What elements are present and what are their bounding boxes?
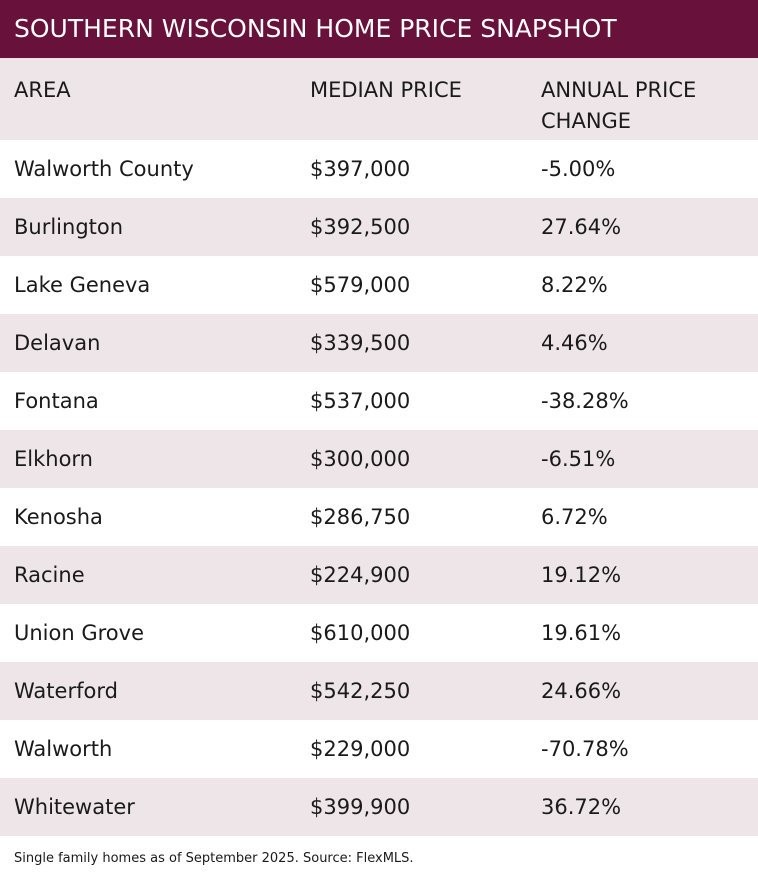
table-cell: 4.46% xyxy=(541,314,758,372)
table-cell: -38.28% xyxy=(541,389,629,413)
table-row: Delavan $339,500 4.46% xyxy=(0,314,758,372)
table-cell: -70.78% xyxy=(541,737,629,761)
table-cell: 8.22% xyxy=(541,273,608,297)
table-cell: Fontana xyxy=(14,389,99,413)
table-row: Union Grove $610,000 19.61% xyxy=(0,604,758,662)
table-cell: Walworth xyxy=(14,737,113,761)
table-row: Lake Geneva $579,000 8.22% xyxy=(0,256,758,314)
table-cell: Burlington xyxy=(0,198,310,256)
table-cell: 6.72% xyxy=(541,505,608,529)
table-row: Kenosha $286,750 6.72% xyxy=(0,488,758,546)
table-cell: Lake Geneva xyxy=(14,273,151,297)
table-cell: Delavan xyxy=(0,314,310,372)
table-row: Racine $224,900 19.12% xyxy=(0,546,758,604)
footnote: Single family homes as of September 2025… xyxy=(14,851,414,866)
table-cell: -6.51% xyxy=(541,430,758,488)
table-cell: Walworth County xyxy=(14,157,194,181)
table-row: Elkhorn $300,000 -6.51% xyxy=(0,430,758,488)
column-header: AREA xyxy=(0,58,310,140)
table-body: Walworth County $397,000 -5.00% Burlington $… xyxy=(0,140,758,836)
table-cell: $229,000 xyxy=(310,737,411,761)
table-cell: $286,750 xyxy=(310,505,411,529)
table-row: Waterford $542,250 24.66% xyxy=(0,662,758,720)
table-row: Whitewater $399,900 36.72% xyxy=(0,778,758,836)
column-header: ANNUAL PRICE CHANGE xyxy=(541,58,758,140)
table-row: Walworth County $397,000 -5.00% xyxy=(0,140,758,198)
table-cell: Waterford xyxy=(0,662,310,720)
table-cell: $610,000 xyxy=(310,621,411,645)
table-cell: Racine xyxy=(0,546,310,604)
table-cell: $537,000 xyxy=(310,389,411,413)
table-head: AREA MEDIAN PRICE ANNUAL PRICE CHANGE xyxy=(0,58,758,140)
table-cell: -5.00% xyxy=(541,157,616,181)
table-cell: $579,000 xyxy=(310,273,411,297)
price-table: AREA MEDIAN PRICE ANNUAL PRICE CHANGE Walw… xyxy=(0,58,758,836)
header-row: AREA MEDIAN PRICE ANNUAL PRICE CHANGE xyxy=(0,58,758,140)
table-cell: Kenosha xyxy=(14,505,103,529)
table-cell: $399,900 xyxy=(310,778,541,836)
table-cell: Union Grove xyxy=(14,621,144,645)
table-cell: Elkhorn xyxy=(0,430,310,488)
table-cell: 19.61% xyxy=(541,621,622,645)
table-cell: $542,250 xyxy=(310,662,541,720)
table-cell: $392,500 xyxy=(310,198,541,256)
table-cell: Whitewater xyxy=(0,778,310,836)
table-row: Fontana $537,000 -38.28% xyxy=(0,372,758,430)
column-header: MEDIAN PRICE xyxy=(310,58,541,140)
table-cell: $397,000 xyxy=(310,157,411,181)
table-row: Walworth $229,000 -70.78% xyxy=(0,720,758,778)
table-cell: $300,000 xyxy=(310,430,541,488)
table-cell: 19.12% xyxy=(541,546,758,604)
table-cell: $224,900 xyxy=(310,546,541,604)
table-cell: 36.72% xyxy=(541,778,758,836)
title-bar: SOUTHERN WISCONSIN HOME PRICE SNAPSHOT xyxy=(0,0,758,58)
table-cell: $339,500 xyxy=(310,314,541,372)
table-row: Burlington $392,500 27.64% xyxy=(0,198,758,256)
table-cell: 24.66% xyxy=(541,662,758,720)
table-cell: 27.64% xyxy=(541,198,758,256)
